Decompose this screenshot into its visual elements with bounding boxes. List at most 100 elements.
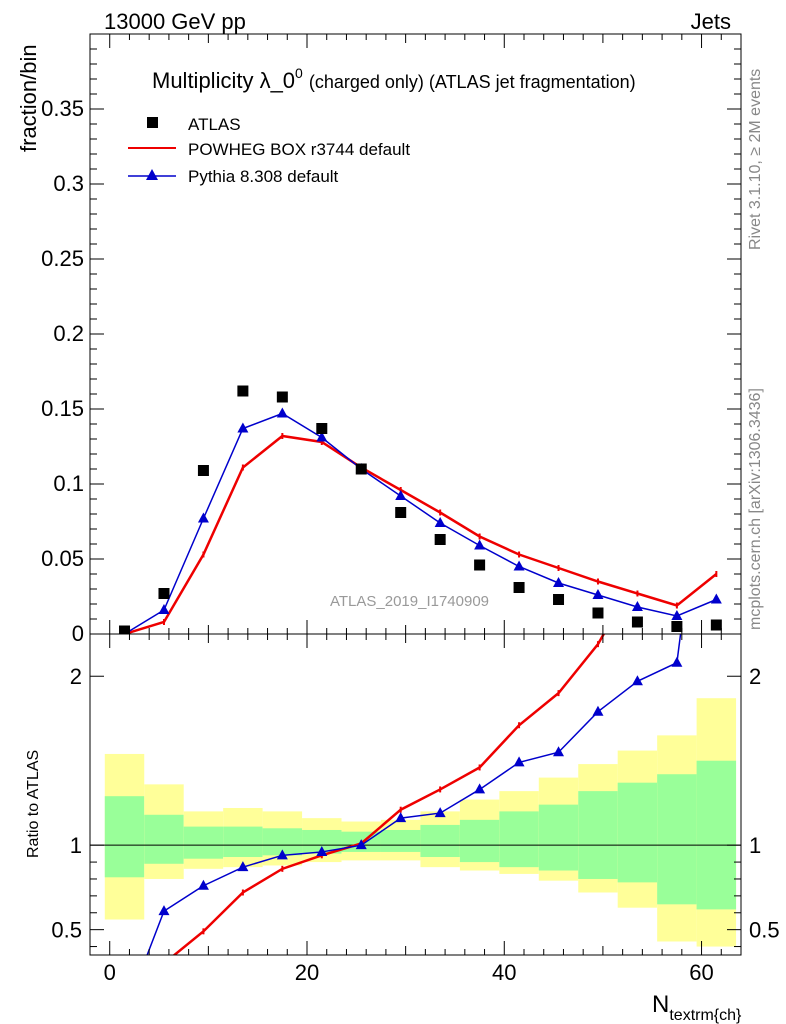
band-inner-bin [696,760,737,910]
pythia-point [710,593,722,604]
atlas-point [513,582,525,593]
mcplots-credit-label: mcplots.cern.ch [arXiv:1306.3436] [747,388,764,630]
pythia-point [434,517,446,527]
main-y-tick-label: 0.35 [41,96,84,121]
atlas-point [237,385,249,397]
atlas-point [710,619,722,631]
ratio-panel: 0 20 40 60 0.5 0.5 1 1 2 2 Ratio to ATLAS Ntextrm… [25,349,780,1024]
atlas-point [592,607,604,619]
ratio-y-tick-label-right: 0.5 [749,918,780,943]
x-tick-label: 0 [104,960,116,985]
pythia-point [316,431,328,442]
band-inner-bin [538,804,579,871]
ratio-y-axis-label: Ratio to ATLAS [25,750,42,858]
band-inner-bin [617,782,658,883]
main-y-tick-label: 0.2 [53,321,84,346]
header-energy-label: 13000 GeV pp [104,9,246,34]
ratio-y-tick-label-right: 2 [749,664,761,689]
band-inner-bin [223,826,263,858]
plot-title-sup: 0 [295,65,303,81]
legend: ATLAS POWHEG BOX r3744 default Pythia 8.… [128,115,410,186]
pythia-ratio-point [671,656,683,667]
atlas-point [553,594,565,605]
pythia-ratio-point [711,349,722,359]
analysis-label: ATLAS_2019_I1740909 [330,593,489,610]
legend-atlas-label: ATLAS [188,115,241,134]
band-inner-bin [144,814,184,864]
atlas-point [355,463,367,475]
plot-title-suffix: (charged only) (ATLAS jet fragmentation) [309,72,636,92]
atlas-point [276,391,288,403]
pythia-ratio-point [434,807,446,818]
pythia-point [237,422,249,433]
band-inner-bin [420,824,460,858]
atlas-point [119,625,131,634]
main-y-tick-label: 0.05 [41,546,84,571]
pythia-ratio-point [276,849,288,860]
pythia-point [631,601,643,611]
main-y-tick-label: 0.1 [53,471,84,496]
main-panel: 0 0.05 0.1 0.15 0.2 0.25 0.3 0.35 Multiplicity … [16,33,742,646]
pythia-point [513,560,525,571]
ratio-y-tick-label-right: 1 [749,833,761,858]
pythia-ratio-point [513,756,525,767]
uncertainty-bands [104,698,737,947]
band-inner-bin [657,774,697,905]
main-y-tick-label: 0 [72,621,84,646]
band-inner-bin [578,791,618,879]
pythia-point [276,407,288,418]
main-y-tick-label: 0.3 [53,171,84,196]
legend-pythia-label: Pythia 8.308 default [188,167,339,186]
plot-title: Multiplicity λ_00 (charged only) (ATLAS j… [152,65,636,93]
pythia-point [395,490,407,500]
header-process-label: Jets [691,9,731,34]
legend-atlas-marker [147,117,158,128]
pythia-point [197,512,209,523]
pythia-ratio-point [355,839,367,850]
pythia-ratio-point [237,861,249,872]
pythia-ratio-point [197,879,209,890]
ratio-y-tick-label: 2 [70,664,82,689]
pythia-ratio-point [553,746,565,757]
legend-powheg-label: POWHEG BOX r3744 default [188,140,410,159]
band-inner-bin [183,826,224,859]
band-inner-bin [499,811,539,868]
pythia-ratio-point [316,845,328,856]
x-tick-label: 60 [689,960,713,985]
main-y-tick-label: 0.25 [41,246,84,271]
pythia-point [158,604,170,614]
x-axis-label: Ntextrm{ch} [652,991,742,1024]
atlas-point [197,465,209,476]
pythia-ratio-point [158,905,170,916]
main-y-axis-label: fraction/bin [16,44,41,152]
ratio-series [119,349,722,1018]
pythia-point [474,539,486,550]
pythia-point [592,589,604,599]
band-inner-bin [302,829,342,854]
ratio-frame [89,633,742,956]
pythia-ratio-point [395,812,407,823]
atlas-point [631,616,643,628]
pythia-ratio-line [146,634,682,955]
band-inner-bin [380,829,421,852]
ratio-plot-area: 0 20 40 60 0.5 0.5 1 1 2 2 [51,349,780,1018]
legend-pythia-marker [146,169,158,180]
main-y-tick-label: 0.15 [41,396,84,421]
x-axis-label-main: N [652,991,669,1018]
main-plot-area: 0 0.05 0.1 0.15 0.2 0.25 0.3 0.35 [41,33,742,646]
plot-title-main: Multiplicity λ_0 [152,68,295,93]
x-axis-label-sub: textrm{ch} [669,1007,742,1024]
band-inner-bin [459,819,500,863]
atlas-point [158,588,170,599]
pythia-ratio-point [119,1008,130,1018]
pythia-ratio-point [592,705,604,716]
atlas-point [316,423,328,434]
main-series [119,385,722,634]
ratio-y-tick-label: 0.5 [51,918,82,943]
pythia-ratio-point [631,675,643,686]
pythia-point [671,610,683,620]
atlas-point [395,507,407,518]
atlas-point [474,559,486,571]
atlas-point [671,621,683,632]
